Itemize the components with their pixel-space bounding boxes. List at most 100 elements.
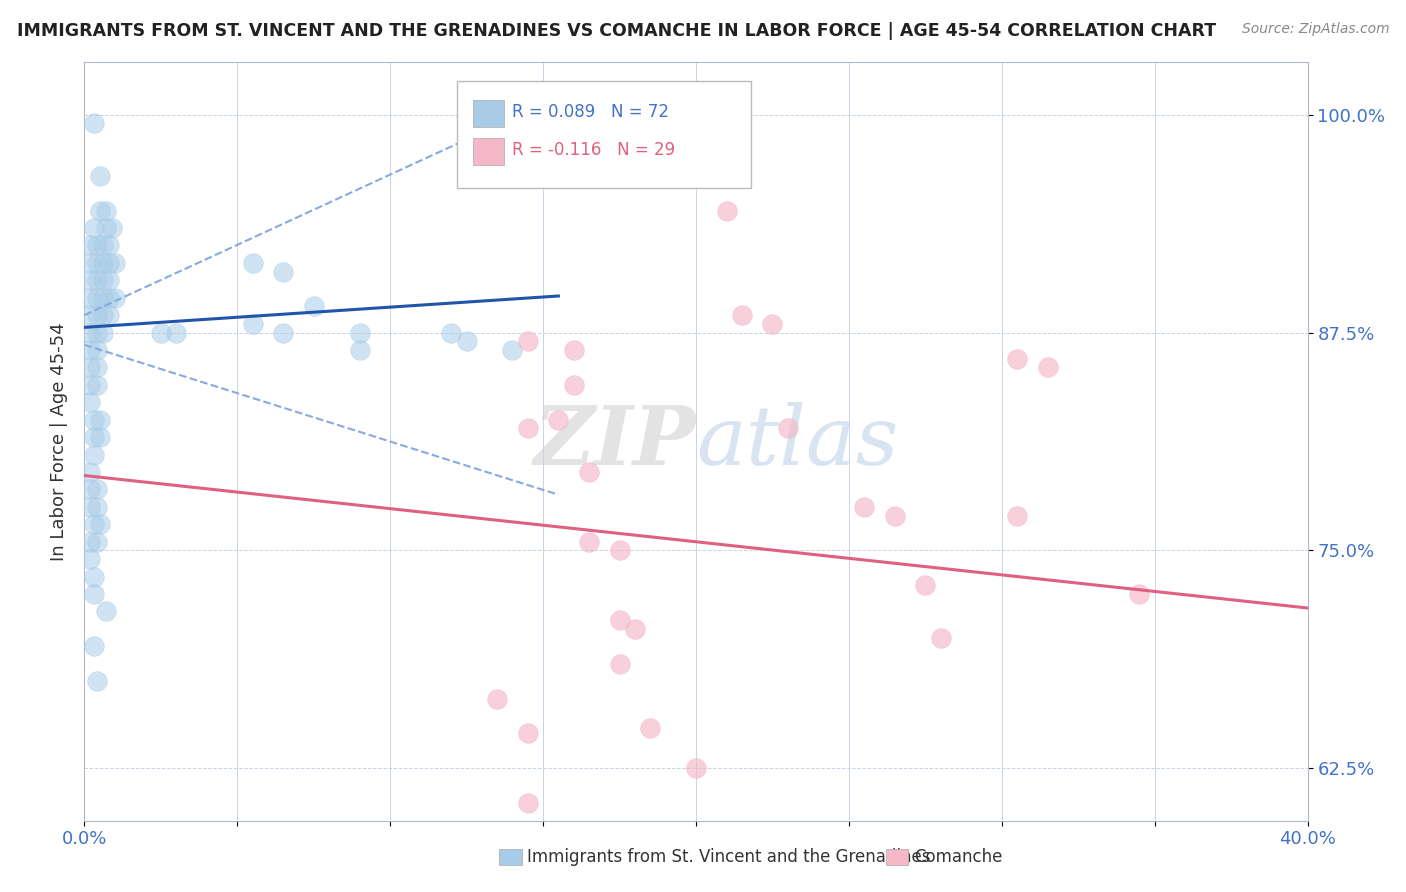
Point	[89, 169, 111, 183]
Point	[86, 360, 108, 375]
Point	[1005, 351, 1028, 366]
Point	[79, 500, 101, 514]
Point	[91, 326, 114, 340]
Point	[91, 273, 114, 287]
Point	[302, 300, 325, 314]
Point	[91, 308, 114, 322]
Point	[97, 256, 120, 270]
Point	[502, 343, 524, 357]
Point	[86, 256, 108, 270]
Point	[1005, 508, 1028, 523]
Point	[516, 726, 538, 740]
Point	[79, 465, 101, 479]
Point	[91, 256, 114, 270]
Point	[83, 640, 105, 654]
Point	[1036, 360, 1059, 375]
Text: Source: ZipAtlas.com: Source: ZipAtlas.com	[1241, 22, 1389, 37]
Point	[97, 273, 120, 287]
Point	[89, 413, 111, 427]
Point	[104, 291, 127, 305]
Point	[242, 256, 264, 270]
Point	[83, 587, 105, 601]
Point	[562, 343, 585, 357]
Point	[79, 483, 101, 497]
Text: atlas: atlas	[696, 401, 898, 482]
Point	[79, 343, 101, 357]
Point	[94, 605, 117, 619]
Point	[79, 360, 101, 375]
Point	[716, 203, 738, 218]
FancyBboxPatch shape	[457, 81, 751, 187]
Point	[83, 517, 105, 532]
Point	[1128, 587, 1150, 601]
Point	[86, 500, 108, 514]
Point	[609, 657, 631, 671]
Point	[149, 326, 172, 340]
Point	[79, 395, 101, 409]
Point	[89, 517, 111, 532]
Point	[94, 221, 117, 235]
Point	[94, 203, 117, 218]
Point	[86, 273, 108, 287]
Y-axis label: In Labor Force | Age 45-54: In Labor Force | Age 45-54	[49, 322, 67, 561]
Point	[761, 317, 783, 331]
Point	[929, 631, 952, 645]
Bar	[474, 138, 503, 165]
Point	[89, 203, 111, 218]
Point	[516, 334, 538, 349]
Point	[578, 534, 600, 549]
Point	[562, 377, 585, 392]
Point	[86, 483, 108, 497]
Point	[83, 116, 105, 130]
Text: R = -0.116   N = 29: R = -0.116 N = 29	[513, 142, 676, 160]
Point	[79, 377, 101, 392]
Point	[638, 721, 661, 735]
Point	[624, 622, 647, 636]
Point	[349, 343, 371, 357]
Text: Immigrants from St. Vincent and the Grenadines: Immigrants from St. Vincent and the Gren…	[527, 848, 931, 866]
Point	[91, 291, 114, 305]
Point	[89, 430, 111, 444]
Point	[242, 317, 264, 331]
Point	[271, 264, 294, 278]
Point	[101, 221, 124, 235]
Point	[609, 543, 631, 558]
Text: Comanche: Comanche	[914, 848, 1002, 866]
Point	[83, 430, 105, 444]
Point	[79, 534, 101, 549]
Point	[79, 238, 101, 252]
Point	[86, 377, 108, 392]
Point	[83, 221, 105, 235]
Point	[79, 552, 101, 566]
Point	[97, 238, 120, 252]
Point	[79, 256, 101, 270]
Point	[83, 448, 105, 462]
Point	[914, 578, 936, 592]
Point	[86, 343, 108, 357]
Text: IMMIGRANTS FROM ST. VINCENT AND THE GRENADINES VS COMANCHE IN LABOR FORCE | AGE : IMMIGRANTS FROM ST. VINCENT AND THE GREN…	[17, 22, 1216, 40]
Point	[776, 421, 799, 435]
Text: R = 0.089   N = 72: R = 0.089 N = 72	[513, 103, 669, 121]
Point	[97, 308, 120, 322]
Point	[79, 326, 101, 340]
Point	[86, 534, 108, 549]
Point	[83, 413, 105, 427]
Point	[83, 569, 105, 583]
Point	[86, 674, 108, 689]
Point	[97, 291, 120, 305]
Point	[685, 761, 707, 775]
Text: ZIP: ZIP	[533, 401, 696, 482]
Point	[86, 291, 108, 305]
Point	[578, 465, 600, 479]
Point	[853, 500, 876, 514]
Point	[609, 613, 631, 627]
Point	[79, 273, 101, 287]
Point	[456, 334, 478, 349]
Bar	[474, 101, 503, 127]
Point	[547, 413, 569, 427]
Point	[731, 308, 754, 322]
Point	[79, 308, 101, 322]
Point	[79, 291, 101, 305]
Point	[486, 691, 509, 706]
Point	[516, 421, 538, 435]
